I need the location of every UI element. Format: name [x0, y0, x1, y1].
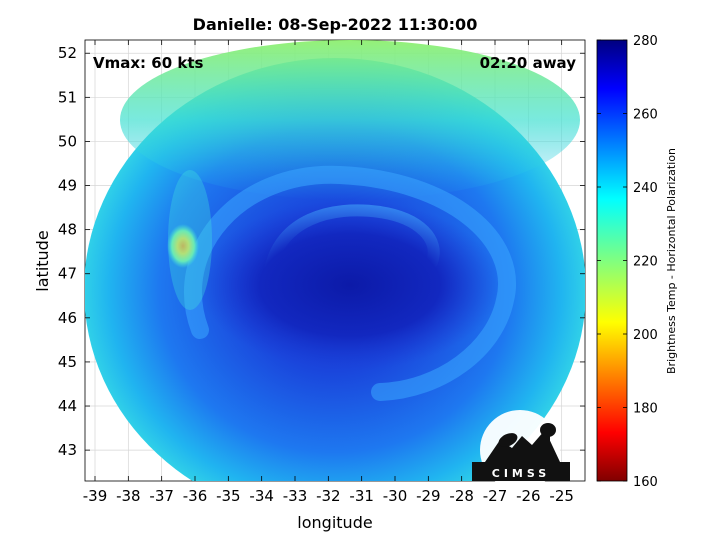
colorbar-tick-label: 180	[633, 402, 658, 417]
y-tick-label: 47	[58, 265, 77, 283]
chart-title: Danielle: 08-Sep-2022 11:30:00	[193, 15, 478, 34]
colorbar-tick-label: 200	[633, 328, 658, 343]
x-tick-label: -37	[149, 487, 174, 505]
x-axis-ticks: -39 -38 -37 -36 -35 -34 -33 -32 -31 -30 -29 -28 -27-…	[83, 40, 574, 505]
y-tick-label: 50	[58, 132, 77, 150]
x-tick-label: -32	[316, 487, 341, 505]
x-tick-label: -34	[249, 487, 274, 505]
time-away-annotation: 02:20 away	[480, 54, 577, 72]
colorbar-tick-label: 160	[633, 475, 658, 490]
y-tick-label: 51	[58, 88, 77, 106]
x-tick-label: -26	[516, 487, 541, 505]
colorbar	[596, 39, 628, 482]
y-axis-ticks: 43 44 45 46 47 48 49 50 51 52	[58, 44, 585, 459]
x-tick-label: -25	[549, 487, 574, 505]
x-tick-label: -36	[183, 487, 208, 505]
west-warm-streak	[168, 170, 212, 310]
y-tick-label: 44	[58, 397, 77, 415]
y-tick-label: 46	[58, 309, 77, 327]
x-tick-label: -33	[283, 487, 308, 505]
colorbar-tick-label: 260	[633, 108, 658, 123]
x-tick-label: -38	[116, 487, 141, 505]
storm-core	[200, 200, 500, 370]
y-tick-label: 49	[58, 177, 77, 195]
y-tick-label: 43	[58, 441, 77, 459]
cimss-logo-text: CIMSS	[492, 467, 550, 480]
warm-spot	[167, 224, 199, 268]
colorbar-tick-label: 280	[633, 34, 658, 49]
spiral-band	[184, 165, 516, 401]
x-axis-label: longitude	[297, 513, 372, 532]
vmax-annotation: Vmax: 60 kts	[93, 54, 203, 72]
colorbar-tick-label: 220	[633, 255, 658, 270]
colorbar-label: Brightness Temp - Horizontal Polarizatio…	[665, 148, 678, 374]
x-tick-label: -39	[83, 487, 108, 505]
x-tick-label: -29	[416, 487, 441, 505]
colorbar-ticks: 160 180 200 220 240 260 280	[597, 34, 658, 490]
y-tick-label: 45	[58, 353, 77, 371]
y-tick-label: 52	[58, 44, 77, 62]
x-tick-label: -31	[349, 487, 374, 505]
x-tick-label: -28	[449, 487, 474, 505]
x-tick-label: -35	[216, 487, 241, 505]
y-axis-label: latitude	[33, 230, 52, 291]
brightness-temperature-swath	[85, 40, 585, 481]
x-tick-label: -27	[483, 487, 508, 505]
y-tick-label: 48	[58, 221, 77, 239]
colorbar-tick-label: 240	[633, 181, 658, 196]
swath-north-warm-band	[120, 40, 580, 200]
cimss-logo: CIMSS	[472, 410, 570, 490]
x-tick-label: -30	[383, 487, 408, 505]
